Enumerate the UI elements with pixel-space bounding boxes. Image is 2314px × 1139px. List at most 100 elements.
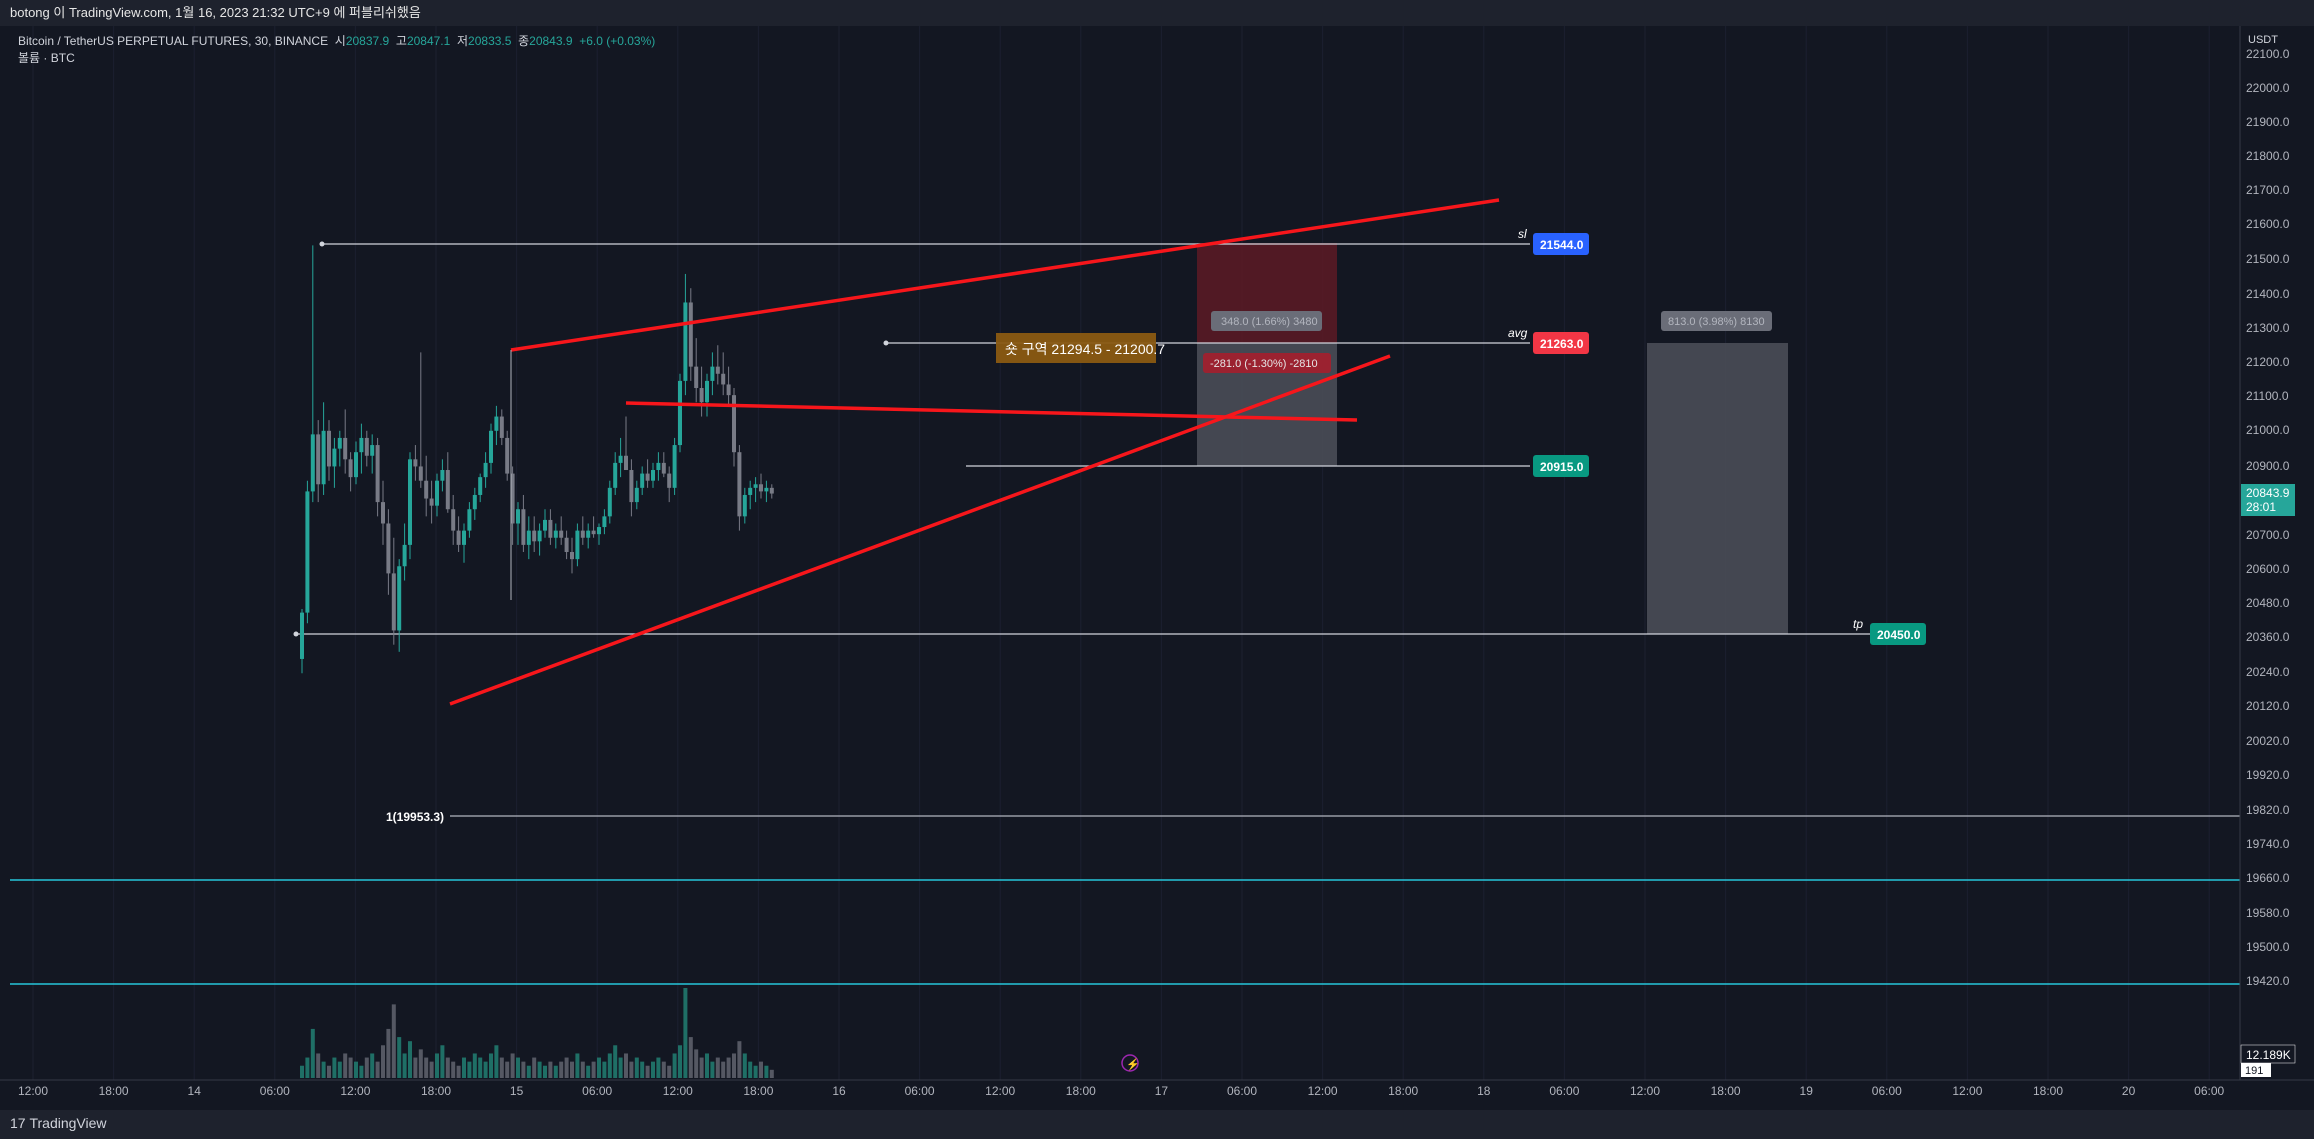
price-tick: 19580.0 xyxy=(2246,906,2290,920)
volume-last-badge xyxy=(2241,1063,2271,1077)
candle-body xyxy=(759,484,763,492)
open-label: 시 xyxy=(334,34,346,48)
candle-body xyxy=(499,416,504,438)
time-tick: 06:00 xyxy=(1872,1084,1902,1098)
candle-body xyxy=(624,455,628,471)
volume-bar xyxy=(737,1041,742,1078)
time-tick: 12:00 xyxy=(340,1084,370,1098)
price-tick: 20600.0 xyxy=(2246,562,2290,576)
legend[interactable]: Bitcoin / TetherUS PERPETUAL FUTURES, 30… xyxy=(18,33,655,67)
volume-last-value: 191 xyxy=(2245,1065,2263,1077)
volume-bar xyxy=(732,1053,736,1078)
candle-body xyxy=(489,430,493,463)
currency-label: USDT xyxy=(2248,34,2278,46)
candle-body xyxy=(483,462,488,478)
candle-body xyxy=(359,437,364,453)
avg-badge[interactable] xyxy=(1533,332,1589,354)
candle-body xyxy=(640,473,645,488)
mid-trendline[interactable] xyxy=(625,401,1358,422)
volume-bar xyxy=(402,1053,407,1078)
time-axis[interactable]: 12:00 18:00 14 06:00 12:00 18:00 15 06:00 12:00 1… xyxy=(18,1084,2225,1098)
axis-badges: 20843.9 28:01 12.189K 191 xyxy=(2240,484,2296,1077)
time-tick: 12:00 xyxy=(985,1084,1015,1098)
time-tick: 06:00 xyxy=(2194,1084,2224,1098)
candle-body xyxy=(586,530,591,538)
volume-bar xyxy=(429,1061,434,1078)
high-label: 고 xyxy=(395,34,407,48)
time-tick: 12:00 xyxy=(663,1084,693,1098)
upper-trendline[interactable] xyxy=(510,198,1500,352)
entry-badge[interactable] xyxy=(1533,455,1589,477)
legend-row-main: Bitcoin / TetherUS PERPETUAL FUTURES, 30… xyxy=(18,33,655,50)
lightning-icon[interactable] xyxy=(1121,1054,1139,1072)
price-tick: 20900.0 xyxy=(2246,459,2290,473)
volume-bar xyxy=(618,1057,623,1078)
volume-bar xyxy=(510,1053,515,1078)
tradingview-logo[interactable]: 17 TradingView xyxy=(10,1115,107,1131)
candle-body xyxy=(742,494,747,517)
candle-body xyxy=(386,523,391,574)
tradingview-logo-mark: 17 xyxy=(10,1115,26,1131)
time-tick: 19 xyxy=(1800,1084,1814,1098)
volume-bar xyxy=(710,1061,715,1078)
candle-body xyxy=(618,455,623,463)
volume-bar xyxy=(310,1028,315,1078)
price-tick: 21700.0 xyxy=(2246,183,2290,197)
price-tick: 21500.0 xyxy=(2246,252,2290,266)
candle-body xyxy=(699,388,704,403)
candle-body xyxy=(316,434,321,485)
volume-bar xyxy=(580,1061,585,1078)
volume-bar xyxy=(489,1053,493,1078)
candle-body xyxy=(694,366,699,389)
candle-body xyxy=(678,380,682,446)
price-tick: 19920.0 xyxy=(2246,768,2290,782)
volume-bar xyxy=(499,1057,504,1078)
sl-badge[interactable] xyxy=(1533,233,1589,255)
volume-bar xyxy=(705,1053,709,1078)
volume-bar xyxy=(688,1037,693,1078)
time-tick: 12:00 xyxy=(18,1084,48,1098)
tp-badge-value: 20450.0 xyxy=(1877,628,1921,642)
candle-body xyxy=(429,498,434,506)
volume-bar xyxy=(321,1061,326,1078)
candle-body xyxy=(445,470,450,510)
volume-bar xyxy=(316,1053,321,1078)
candle-body xyxy=(478,477,483,495)
candle-body xyxy=(667,473,672,488)
candle-body xyxy=(494,416,499,431)
time-tick: 06:00 xyxy=(905,1084,935,1098)
volume-bar xyxy=(526,1065,531,1078)
candle-body xyxy=(462,530,466,545)
volume-bar xyxy=(613,1045,618,1078)
candle-body xyxy=(305,491,310,613)
volume-legend[interactable]: 볼륨 · BTC xyxy=(18,51,75,65)
volume-bar xyxy=(634,1057,639,1078)
candle-body xyxy=(629,470,634,503)
candle-body xyxy=(737,452,742,517)
low-label: 저 xyxy=(457,34,469,48)
time-tick: 18:00 xyxy=(1388,1084,1418,1098)
reward-label-box xyxy=(1661,311,1772,331)
candle-body xyxy=(526,530,531,545)
time-tick: 18:00 xyxy=(1066,1084,1096,1098)
candle-body xyxy=(424,480,429,499)
volume-bar xyxy=(683,988,688,1078)
candle-body xyxy=(337,437,342,449)
lower-trendline[interactable] xyxy=(449,354,1391,706)
price-tick: 21300.0 xyxy=(2246,321,2290,335)
time-tick: 18 xyxy=(1477,1084,1491,1098)
avg-level-name: avg xyxy=(1508,326,1528,340)
symbol-title[interactable]: Bitcoin / TetherUS PERPETUAL FUTURES, 30… xyxy=(18,34,329,48)
lightning-glyph: ⚡ xyxy=(1126,1058,1140,1071)
volume-bar xyxy=(672,1053,677,1078)
price-axis[interactable]: USDT 22100.0 22000.0 21900.0 21800.0 21700.0… xyxy=(2246,34,2290,988)
tp-badge[interactable] xyxy=(1870,623,1926,645)
time-tick: 18:00 xyxy=(99,1084,129,1098)
candle-body xyxy=(435,480,439,506)
volume-bar xyxy=(359,1065,364,1078)
candle-body xyxy=(672,445,677,488)
candle-body xyxy=(591,530,596,535)
price-tick: 19820.0 xyxy=(2246,803,2290,817)
candle-body xyxy=(402,544,407,567)
